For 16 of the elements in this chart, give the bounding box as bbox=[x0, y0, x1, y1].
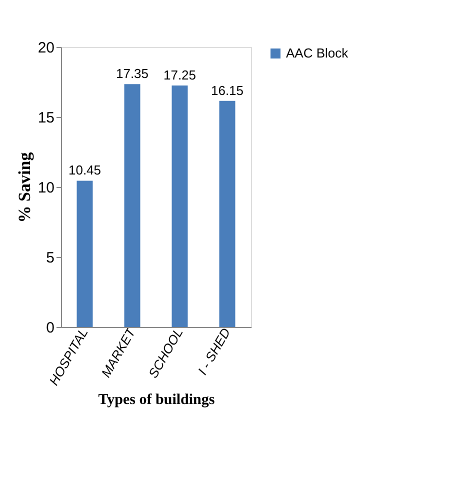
data-label: 17.35 bbox=[116, 66, 149, 82]
y-tick-label: 0 bbox=[46, 320, 54, 336]
y-axis-title: % Saving bbox=[14, 152, 34, 223]
bar bbox=[76, 180, 93, 327]
bar bbox=[172, 86, 188, 327]
y-tick-label: 5 bbox=[46, 250, 54, 266]
data-label: 16.15 bbox=[210, 82, 244, 98]
y-tick-label: 20 bbox=[38, 40, 54, 56]
data-label: 17.25 bbox=[163, 68, 196, 82]
legend-label: AAC Block bbox=[286, 46, 349, 60]
bar bbox=[219, 100, 236, 327]
bar bbox=[124, 84, 140, 327]
y-tick-label: 15 bbox=[38, 110, 54, 126]
data-label: 10.45 bbox=[68, 162, 102, 178]
x-axis-title: Types of buildings bbox=[98, 392, 215, 408]
y-tick-label: 10 bbox=[38, 180, 54, 196]
